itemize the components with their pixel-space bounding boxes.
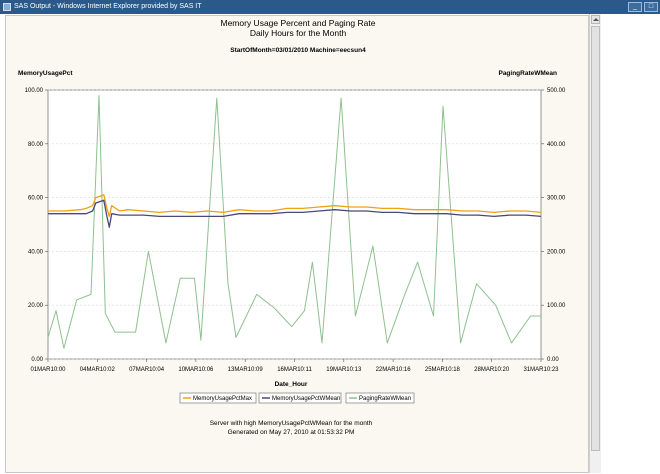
y-right-tick-label: 300.00 (547, 196, 566, 202)
legend-box-max (179, 392, 257, 404)
series-line-MemoryUsagePctWMean (48, 199, 542, 228)
x-tick-label: 31MAR10:23 (523, 367, 559, 373)
legend-box-wmean (258, 392, 342, 404)
minimize-button[interactable]: _ (628, 2, 642, 12)
x-tick-label: 13MAR10:09 (228, 367, 264, 373)
x-tick-label: 01MAR10:00 (30, 367, 66, 373)
vertical-scrollbar[interactable] (589, 14, 601, 473)
x-tick-label: 28MAR10:20 (474, 367, 510, 373)
window-titlebar[interactable]: SAS Output - Windows Internet Explorer p… (0, 0, 660, 14)
scroll-up-button[interactable] (591, 15, 600, 24)
desktop-background (601, 14, 660, 473)
footnote-1: Server with high MemoryUsagePctWMean for… (210, 420, 373, 427)
chart-subtitle-2: StartOfMonth=03/01/2010 Machine=eecsun4 (230, 47, 366, 54)
window-title: SAS Output - Windows Internet Explorer p… (14, 3, 202, 10)
ie-icon (3, 3, 11, 11)
y-left-tick-label: 40.00 (28, 249, 44, 255)
y-right-tick-label: 400.00 (547, 142, 566, 148)
series-line-PagingRateWMean (47, 94, 541, 349)
y-left-tick-label: 0.00 (31, 357, 43, 363)
chart-title: Memory Usage Percent and Paging Rate (221, 18, 376, 28)
x-tick-label: 25MAR10:18 (425, 367, 461, 373)
right-axis-label: PagingRateWMean (498, 70, 557, 77)
y-left-tick-label: 60.00 (28, 196, 44, 202)
x-tick-label: 16MAR10:11 (277, 367, 312, 373)
x-tick-label: 07MAR10:04 (129, 367, 165, 373)
x-tick-label: 10MAR10:06 (178, 367, 214, 373)
legend-label-paging: PagingRateWMean (359, 396, 411, 402)
plot-area: 0.00 20.00 40.00 60.00 80.00 100.00 0.00 100.00… (25, 88, 566, 373)
chart-frame: Memory Usage Percent and Paging Rate Dai… (5, 15, 589, 473)
scroll-thumb[interactable] (591, 26, 600, 451)
y-left-tick-label: 20.00 (28, 303, 44, 309)
y-right-tick-label: 100.00 (547, 303, 566, 309)
chart: Memory Usage Percent and Paging Rate Dai… (18, 18, 566, 436)
left-axis-label: MemoryUsagePct (18, 70, 73, 77)
legend-box-paging (345, 392, 415, 404)
series-line-MemoryUsagePctMax (48, 194, 542, 218)
maximize-button[interactable]: □ (644, 2, 658, 12)
footnote-2: Generated on May 27, 2010 at 01:53:32 PM (228, 429, 355, 436)
chart-subtitle: Daily Hours for the Month (250, 28, 347, 38)
y-right-tick-label: 0.00 (547, 357, 559, 363)
legend-label-wmean: MemoryUsagePctWMean (272, 396, 340, 402)
y-left-tick-label: 80.00 (28, 142, 44, 148)
legend-label-max: MemoryUsagePctMax (193, 396, 252, 402)
x-axis-label: Date_Hour (275, 381, 308, 388)
y-left-tick-label: 100.00 (25, 88, 44, 94)
y-right-tick-label: 500.00 (547, 88, 566, 94)
y-right-tick-label: 200.00 (547, 249, 566, 255)
x-tick-label: 04MAR10:02 (80, 367, 116, 373)
page-content: Memory Usage Percent and Paging Rate Dai… (0, 14, 589, 473)
x-tick-label: 19MAR10:13 (326, 367, 362, 373)
window-controls: _ □ (628, 2, 658, 12)
x-tick-label: 22MAR10:16 (376, 367, 412, 373)
legend: MemoryUsagePctMax MemoryUsagePctWMean Pa… (179, 392, 415, 404)
